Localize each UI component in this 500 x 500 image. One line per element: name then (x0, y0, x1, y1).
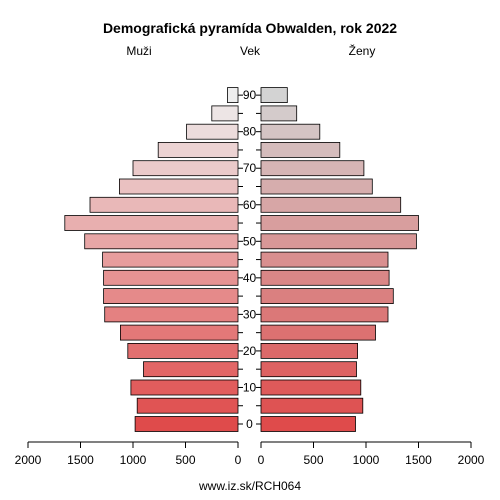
male-bar-10-14 (130, 379, 239, 396)
male-bar-35-39 (103, 288, 239, 305)
male-bars (64, 87, 239, 432)
x-axis-female: 0 500 1000 1500 2000 (258, 441, 485, 467)
female-bar-55-59 (260, 215, 419, 231)
female-bar-25-29 (260, 324, 376, 341)
male-bar-60-64 (89, 196, 239, 213)
age-tick-label: 60 (243, 198, 257, 212)
age-tick-label: 70 (243, 161, 257, 175)
female-bar-40-44 (260, 269, 390, 286)
age-tick-label: 40 (243, 271, 257, 285)
age-tick-label: 90 (243, 88, 257, 102)
x-tick-label-female: 2000 (458, 453, 485, 467)
female-bar-90+ (260, 87, 288, 103)
female-bar-45-49 (260, 251, 389, 268)
female-bar-60-64 (260, 196, 402, 213)
female-bars (260, 87, 419, 432)
male-bar-5-9 (136, 397, 239, 414)
age-tick-label: 30 (243, 307, 257, 321)
female-bar-15-19 (260, 361, 357, 378)
male-bar-45-49 (102, 251, 239, 268)
male-bar-20-24 (127, 342, 239, 359)
x-tick-label-male: 1500 (67, 453, 94, 467)
male-bar-80-84 (186, 123, 239, 140)
footer-source: www.iz.sk/RCH064 (198, 479, 301, 493)
male-bar-15-19 (143, 361, 239, 378)
x-tick-label-female: 0 (258, 453, 265, 467)
age-tick-label: 80 (243, 125, 257, 139)
female-bar-5-9 (260, 397, 364, 414)
age-tick-label: 0 (246, 417, 253, 431)
female-header: Ženy (349, 43, 376, 58)
age-header: Vek (240, 44, 261, 58)
age-axis: 0 10 20 30 40 50 60 70 80 90 (238, 88, 261, 431)
male-bar-90+ (227, 87, 239, 103)
x-tick-label-male: 0 (235, 453, 242, 467)
female-bar-85-89 (260, 105, 298, 122)
female-bar-30-34 (260, 306, 389, 323)
male-bar-85-89 (211, 105, 239, 122)
male-header: Muži (126, 44, 151, 58)
x-axis-male: 2000 1500 1000 500 0 (15, 441, 242, 467)
female-bar-35-39 (260, 288, 394, 305)
female-bar-50-54 (260, 233, 417, 250)
female-bar-70-74 (260, 160, 365, 177)
x-tick-label-male: 1000 (120, 453, 147, 467)
male-bar-70-74 (132, 160, 239, 177)
female-bar-10-14 (260, 379, 362, 396)
age-tick-label: 50 (243, 234, 257, 248)
female-bar-75-79 (260, 141, 341, 158)
chart-title: Demografická pyramída Obwalden, rok 2022 (103, 20, 397, 36)
age-tick-label: 10 (243, 381, 257, 395)
x-tick-label-male: 2000 (15, 453, 42, 467)
male-bar-30-34 (104, 306, 239, 323)
male-bar-25-29 (120, 324, 239, 341)
female-bar-20-24 (260, 342, 358, 359)
male-bar-40-44 (103, 269, 239, 286)
age-tick-label: 20 (243, 344, 257, 358)
female-bar-65-69 (260, 178, 373, 195)
female-bar-80-84 (260, 123, 321, 140)
male-bar-75-79 (157, 141, 239, 158)
male-bar-0-4 (134, 416, 239, 432)
male-bar-65-69 (119, 178, 239, 195)
male-bar-50-54 (84, 233, 239, 250)
x-tick-label-male: 500 (175, 453, 195, 467)
x-tick-label-female: 1500 (405, 453, 432, 467)
male-bar-55-59 (64, 215, 239, 231)
female-bar-0-4 (260, 416, 356, 432)
x-tick-label-female: 500 (303, 453, 323, 467)
x-tick-label-female: 1000 (353, 453, 380, 467)
